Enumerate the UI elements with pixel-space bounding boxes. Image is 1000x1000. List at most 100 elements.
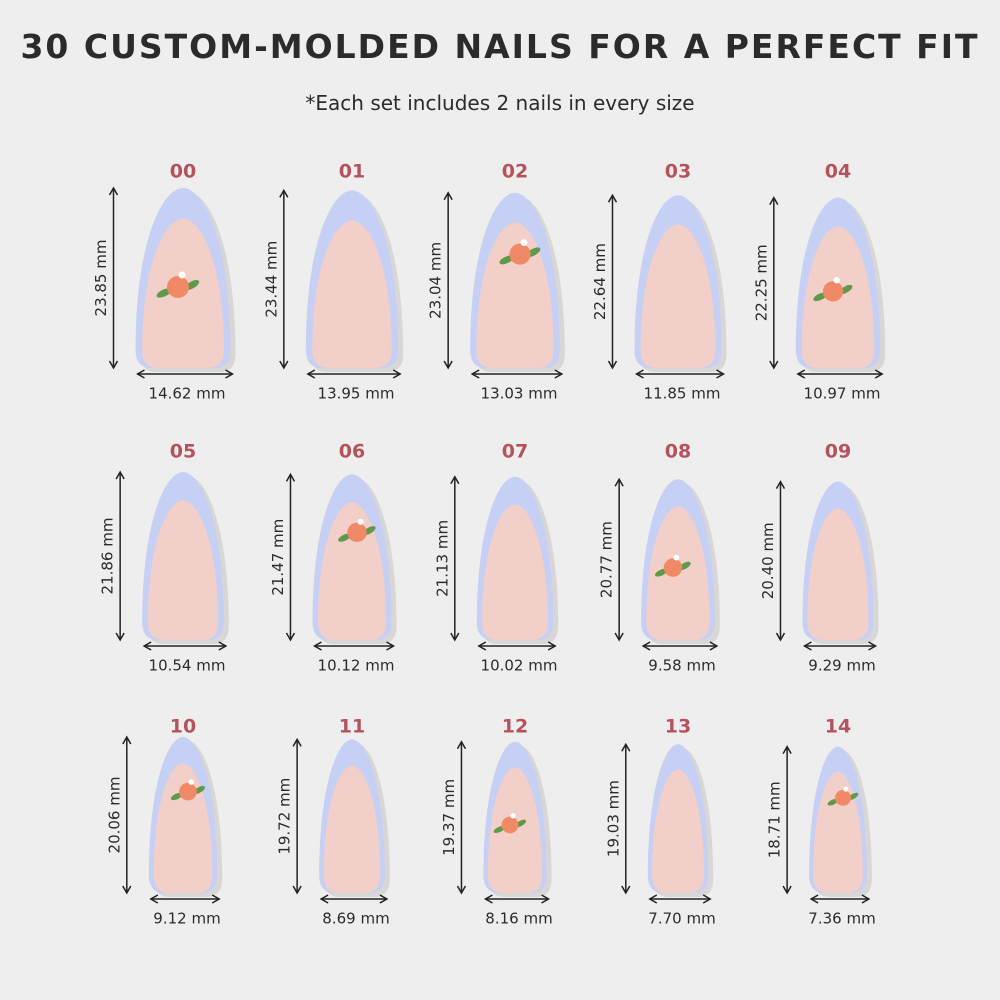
width-label: 13.95 mm	[318, 385, 395, 403]
nail-bed	[323, 765, 381, 893]
arrow-head	[225, 369, 235, 379]
arrow-head	[769, 196, 779, 205]
peach	[501, 816, 519, 834]
title: 30 CUSTOM-MOLDED NAILS FOR A PERFECT FIT	[20, 27, 979, 66]
size-label: 11	[339, 716, 365, 738]
nail-bed	[476, 222, 554, 368]
arrow-head	[861, 894, 871, 904]
length-label: 18.71 mm	[766, 781, 784, 858]
blossom	[843, 786, 849, 792]
size-label: 00	[170, 161, 196, 183]
width-label: 8.16 mm	[485, 910, 552, 928]
arrow-head	[456, 740, 467, 750]
arrow-head	[279, 188, 289, 198]
width-label: 9.12 mm	[153, 910, 220, 928]
width-label: 10.12 mm	[318, 657, 395, 675]
arrow-head	[541, 894, 551, 904]
length-label: 22.25 mm	[752, 244, 770, 321]
nail-bed	[147, 500, 219, 640]
size-label: 07	[502, 441, 528, 463]
nail-bed	[153, 763, 213, 893]
length-label: 19.72 mm	[276, 778, 294, 855]
arrow-head	[108, 186, 119, 196]
arrow-head	[483, 894, 493, 904]
arrow-head	[142, 641, 152, 651]
blossom	[188, 779, 194, 785]
arrow-head	[470, 369, 480, 379]
length-label: 21.47 mm	[269, 519, 287, 596]
size-label: 03	[665, 161, 691, 183]
arrow-head	[450, 475, 460, 485]
arrow-head	[135, 369, 145, 379]
arrow-head	[809, 894, 819, 904]
nail-grid: 00 23.85 mm 14.62 mm 01 23.44 mm 13.95 mm 02 23…	[92, 161, 886, 928]
length-label: 21.13 mm	[433, 520, 451, 597]
size-label: 06	[339, 441, 365, 463]
size-label: 10	[170, 716, 196, 738]
nail-bed	[652, 769, 704, 893]
peach	[663, 558, 683, 577]
arrow-head	[775, 480, 786, 489]
nail-bed	[807, 508, 869, 640]
peach	[167, 276, 189, 298]
nail-bed	[318, 502, 386, 640]
arrow-head	[456, 885, 467, 895]
arrow-head	[547, 641, 557, 651]
arrow-head	[149, 894, 159, 904]
arrow-head	[386, 641, 396, 651]
arrow-head	[477, 641, 487, 651]
arrow-head	[607, 360, 618, 370]
size-label: 01	[339, 161, 365, 183]
arrow-head	[292, 737, 302, 747]
size-label: 04	[825, 161, 851, 183]
size-label: 12	[502, 716, 528, 738]
width-label: 14.62 mm	[149, 385, 226, 403]
size-label: 02	[502, 161, 528, 183]
arrow-head	[115, 632, 125, 642]
arrow-head	[554, 369, 564, 379]
arrow-head	[450, 632, 460, 642]
arrow-head	[782, 745, 792, 754]
length-label: 23.04 mm	[427, 242, 445, 319]
arrow-head	[122, 735, 132, 745]
width-label: 10.54 mm	[149, 657, 226, 675]
nail-bed	[640, 224, 716, 368]
length-label: 23.44 mm	[262, 241, 280, 318]
length-label: 20.06 mm	[105, 777, 123, 854]
peach	[822, 281, 844, 302]
arrow-head	[614, 477, 624, 487]
length-label: 20.40 mm	[759, 522, 777, 599]
arrow-head	[621, 742, 631, 752]
length-label: 19.03 mm	[604, 780, 622, 857]
arrow-head	[306, 369, 316, 379]
width-label: 9.58 mm	[648, 657, 715, 675]
arrow-head	[775, 632, 786, 642]
blossom	[178, 271, 186, 279]
width-label: 11.85 mm	[644, 385, 721, 403]
size-label: 14	[825, 716, 851, 738]
blossom	[510, 813, 516, 819]
nail-bed	[813, 771, 863, 893]
width-label: 10.02 mm	[481, 657, 558, 675]
arrow-head	[379, 894, 389, 904]
arrow-head	[702, 894, 712, 904]
arrow-head	[796, 369, 806, 379]
size-label: 05	[170, 441, 196, 463]
width-label: 8.69 mm	[322, 910, 389, 928]
arrow-head	[621, 885, 631, 895]
width-label: 7.36 mm	[808, 910, 875, 928]
size-label: 13	[665, 716, 691, 738]
blossom	[357, 518, 364, 525]
size-label: 08	[665, 441, 691, 463]
arrow-head	[769, 360, 779, 370]
arrow-head	[319, 894, 329, 904]
arrow-head	[292, 885, 302, 895]
arrow-head	[634, 369, 644, 379]
arrow-head	[392, 369, 402, 379]
arrow-head	[782, 885, 792, 895]
width-label: 13.03 mm	[481, 385, 558, 403]
peach	[835, 789, 851, 806]
arrow-head	[312, 641, 322, 651]
length-label: 22.64 mm	[591, 243, 609, 320]
